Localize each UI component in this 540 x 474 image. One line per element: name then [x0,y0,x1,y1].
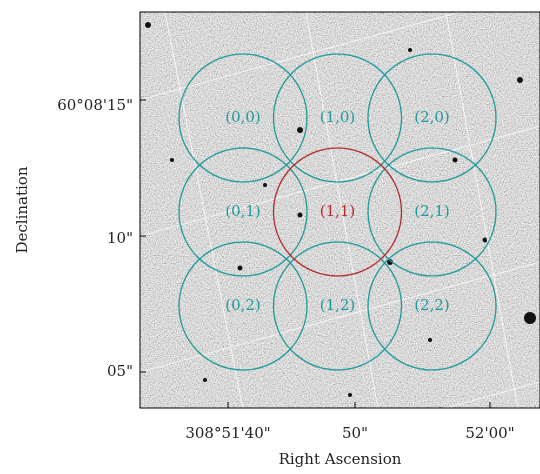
aperture [178,147,308,277]
aperture [367,53,497,183]
y-tick-label: 10" [107,229,133,247]
y-axis-label: Declination [13,166,31,253]
aperture-label: (1,2) [320,296,356,314]
aperture [272,241,403,371]
frame [139,11,540,409]
x-axis-label: Right Ascension [279,450,402,468]
aperture [178,241,308,371]
sky-image [140,12,540,408]
aperture-label: (2,1) [414,202,450,220]
aperture-label: (1,0) [320,108,356,126]
aperture [272,53,403,183]
aperture-label: (0,0) [225,108,261,126]
aperture-label: (0,2) [225,296,261,314]
y-tick-label: 05" [107,362,133,380]
aperture-label: (1,1) [320,202,356,220]
aperture-label: (2,0) [414,108,450,126]
aperture [272,147,403,277]
aperture [178,53,308,183]
aperture-label: (2,2) [414,296,450,314]
aperture [367,241,497,371]
x-tick-label: 52'00" [465,424,514,442]
aperture [367,147,497,277]
y-tick-label: 60°08'15" [57,96,133,114]
aperture-label: (0,1) [225,202,261,220]
x-tick-label: 308°51'40" [185,424,270,442]
x-tick-label: 50" [342,424,368,442]
